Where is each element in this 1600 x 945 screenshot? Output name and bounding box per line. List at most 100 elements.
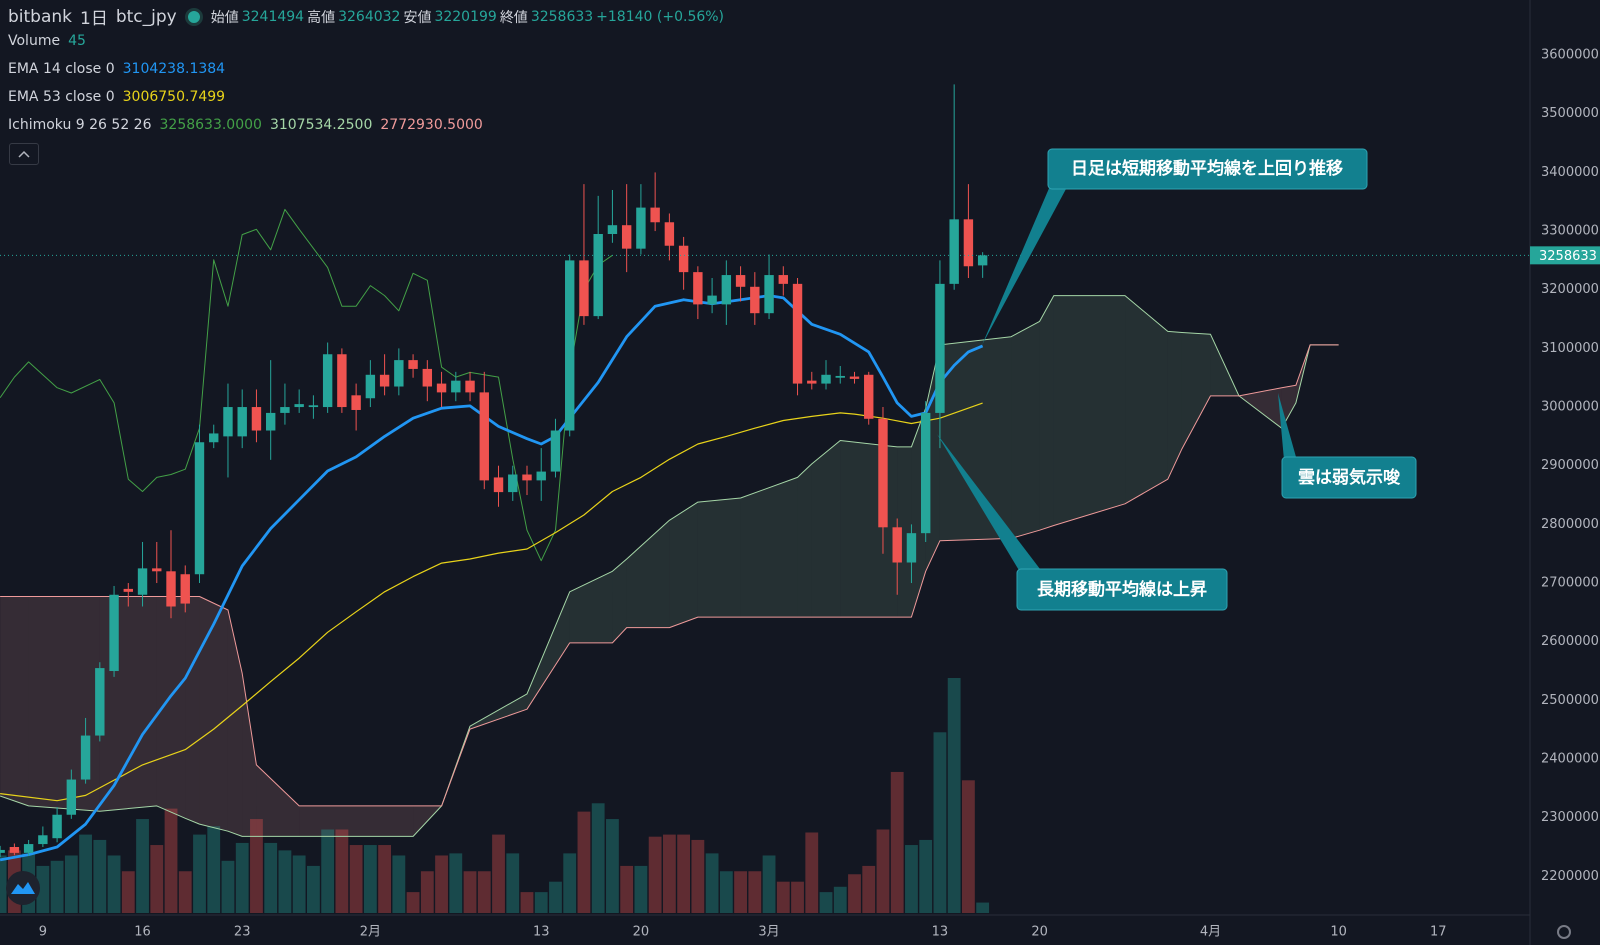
price-tag [1530, 246, 1600, 265]
candle-body [408, 360, 418, 369]
cloud-fill [199, 596, 228, 832]
candle-body [379, 374, 390, 387]
candle-body [550, 430, 561, 472]
cloud-fill [811, 440, 841, 618]
cloud-fill [526, 591, 570, 710]
gear-icon[interactable] [1557, 925, 1571, 939]
volume-bar [762, 855, 776, 913]
volume-bar [563, 853, 577, 913]
candle-body [664, 222, 675, 246]
candle-body [465, 380, 475, 393]
y-tick-label: 2400000 [1541, 752, 1599, 767]
candle-layer [0, 84, 1530, 857]
candle-body [593, 233, 603, 317]
volume-bar [662, 834, 676, 913]
volume-bar [776, 881, 790, 913]
logo[interactable] [6, 871, 40, 905]
volume-bar [634, 865, 648, 913]
y-tick-label: 2800000 [1541, 517, 1599, 532]
volume-bar [477, 871, 491, 913]
volume-bar [705, 853, 719, 913]
indicator-value: 3006750.7499 [122, 89, 226, 105]
annotation: 雲は弱気示唆 [1298, 467, 1401, 488]
annotations: 日足は短期移動平均線を上回り推移 長期移動平均線は上昇 雲は弱気示唆 [937, 148, 1417, 611]
ohlc: 始値 3241494 高値 3264032 安値 3220199 終値 3258633 … [211, 7, 724, 27]
x-tick-label: 23 [234, 925, 251, 940]
candle-body [678, 245, 689, 273]
candle-body [892, 527, 902, 563]
volume-bar [164, 808, 178, 913]
candle-body [180, 574, 190, 604]
volume-bar [193, 834, 206, 913]
volume-bar [136, 819, 149, 913]
candle-body [0, 849, 5, 853]
cloud-layer [0, 295, 1311, 837]
candle-body [38, 835, 48, 845]
ichimoku-legend: Ichimoku 9 26 52 26 3258633.0000 3107534… [8, 117, 483, 133]
x-tick-label: 13 [533, 925, 550, 940]
status-dot [184, 7, 203, 26]
cloud-fill [569, 571, 613, 643]
volume-bar [549, 881, 562, 913]
candle-body [265, 412, 276, 431]
candle-body [935, 283, 945, 413]
settings-button[interactable] [1557, 925, 1571, 939]
callout-pointer [982, 186, 1066, 345]
chevron-path[interactable] [18, 150, 30, 158]
candle-body [451, 380, 461, 393]
y-tick-label: 3200000 [1541, 282, 1599, 297]
indicator-value: 3258633.0000 [159, 117, 262, 133]
volume-bar [606, 819, 619, 913]
volume-bar [36, 865, 50, 913]
candle-body [422, 368, 433, 387]
ema-line [0, 294, 984, 862]
ema-line [0, 402, 983, 802]
volume-bar [905, 845, 918, 913]
cloud-fill [626, 520, 670, 628]
volume-bar [819, 892, 833, 913]
logo-circle[interactable] [6, 871, 40, 905]
candle-body [152, 568, 162, 572]
cloud-fill [156, 596, 186, 819]
candle-body [351, 395, 361, 410]
volume-layer [0, 678, 990, 913]
candle-body [750, 286, 760, 314]
callout-pointer [937, 434, 1040, 572]
indicator-value: 3107534.2500 [269, 117, 373, 133]
symbol: btc_jpy [115, 6, 177, 27]
indicator-value: 2772930.5000 [380, 117, 483, 133]
callout-pointer [1278, 393, 1296, 460]
collapse-button[interactable] [9, 143, 39, 165]
indicator-name: Ichimoku 9 26 52 26 [8, 117, 152, 133]
ichimoku-span-b [0, 344, 1339, 807]
x-tick-label: 17 [1430, 925, 1447, 940]
candle-body [66, 779, 77, 815]
candle-body [493, 477, 504, 493]
volume-bar [178, 871, 192, 913]
cloud-fill [1039, 295, 1054, 531]
cloud-fill [470, 693, 527, 730]
volume-bar [719, 871, 733, 913]
candle-body [963, 219, 974, 267]
indicator-value: 45 [68, 33, 86, 49]
x-tick-label: 16 [134, 925, 151, 940]
volume-bar [620, 865, 634, 913]
chevron[interactable] [10, 144, 38, 164]
x-tick-label: 4月 [1200, 925, 1221, 940]
volume-bar [278, 850, 292, 913]
candle-body [949, 219, 959, 284]
candle-body [23, 844, 34, 853]
volume-bar [335, 829, 349, 913]
volume-bar [848, 874, 861, 913]
logo-icon[interactable] [11, 882, 35, 894]
volume-legend: Volume 45 [8, 33, 86, 49]
volume-bar [250, 819, 263, 913]
interval: 1日 [80, 9, 108, 29]
volume-bar [933, 732, 947, 913]
volume-bar [264, 842, 278, 913]
candle-body [95, 668, 105, 736]
volume-bar [919, 839, 933, 913]
ohlc-label: 安値 [403, 9, 432, 26]
